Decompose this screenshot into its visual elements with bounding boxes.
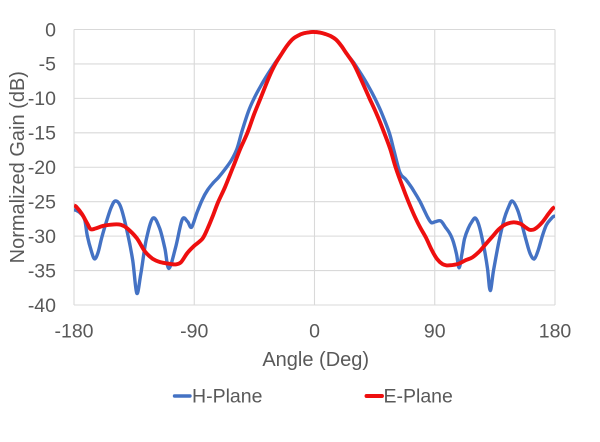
svg-text:-20: -20 xyxy=(28,157,56,179)
svg-text:90: 90 xyxy=(424,321,446,343)
svg-text:Normalized Gain (dB): Normalized Gain (dB) xyxy=(7,71,29,263)
svg-text:E-Plane: E-Plane xyxy=(384,386,453,408)
svg-text:Angle (Deg): Angle (Deg) xyxy=(262,349,369,371)
svg-text:-40: -40 xyxy=(28,295,56,317)
svg-text:0: 0 xyxy=(45,19,56,41)
svg-text:-25: -25 xyxy=(28,192,56,214)
svg-text:180: 180 xyxy=(539,321,572,343)
svg-text:-35: -35 xyxy=(28,260,56,282)
svg-text:-90: -90 xyxy=(180,321,208,343)
svg-text:-30: -30 xyxy=(28,226,56,248)
svg-text:-5: -5 xyxy=(39,54,56,76)
svg-text:-10: -10 xyxy=(28,88,56,110)
svg-text:H-Plane: H-Plane xyxy=(192,386,262,408)
svg-text:-15: -15 xyxy=(28,123,56,145)
svg-text:0: 0 xyxy=(309,321,320,343)
svg-text:-180: -180 xyxy=(54,321,93,343)
